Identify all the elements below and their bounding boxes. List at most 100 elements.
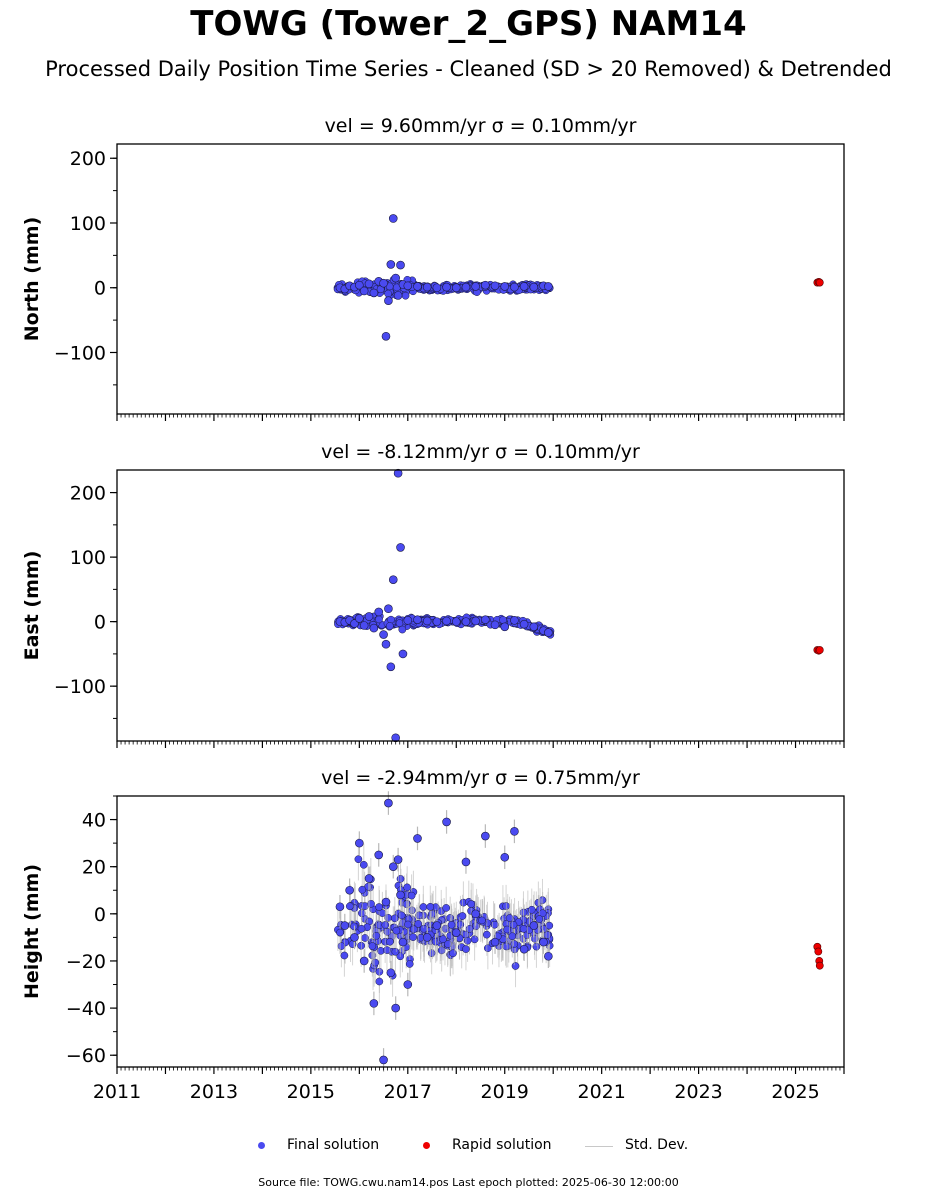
final-solution-point [381, 921, 390, 929]
final-solution-point [381, 332, 391, 341]
north-velocity-title: vel = 9.60mm/yr σ = 0.10mm/yr [325, 115, 637, 137]
y-tick-label: 0 [94, 278, 106, 300]
final-solution-point [500, 282, 510, 291]
height-velocity-title: vel = -2.94mm/yr σ = 0.75mm/yr [321, 767, 640, 789]
north-y-axis-label: North (mm) [21, 217, 43, 342]
final-solution-point [379, 278, 388, 288]
final-solution-point [359, 956, 369, 966]
final-solution-point [519, 944, 529, 954]
y-tick-label: 0 [94, 612, 106, 634]
final-solution-point [478, 916, 486, 925]
final-solution-point [500, 622, 510, 632]
final-solution-point [403, 883, 412, 892]
final-solution-point [458, 912, 467, 920]
final-solution-point [449, 949, 457, 958]
final-solution-point [369, 288, 379, 298]
final-solution-point [359, 286, 369, 296]
final-solution-point [422, 616, 432, 626]
final-solution-point [388, 214, 398, 223]
final-solution-point [500, 852, 510, 862]
legend-rapid-label: Rapid solution [452, 1137, 552, 1153]
final-solution-point [463, 936, 472, 945]
height-y-axis-label: Height (mm) [21, 864, 43, 999]
x-tick-label: 2021 [577, 1081, 625, 1103]
final-solution-point [390, 914, 399, 923]
final-solution-point [403, 281, 413, 291]
final-solution-point [483, 944, 492, 953]
final-solution-point [508, 932, 517, 941]
x-tick-label: 2025 [771, 1081, 819, 1103]
height-panel: vel = -2.94mm/yr σ = 0.75mm/yr Height (mm… [21, 767, 845, 1103]
final-solution-point [396, 260, 405, 270]
rapid-solution-point [814, 947, 823, 956]
final-solution-point [539, 937, 548, 947]
rapid-marker-icon [423, 1142, 430, 1149]
x-tick-label: 2023 [674, 1081, 722, 1103]
final-solution-point [393, 291, 403, 300]
x-tick-label: 2017 [384, 1081, 432, 1103]
final-solution-point [398, 625, 407, 634]
final-solution-point [350, 933, 359, 942]
y-tick-label: 100 [70, 213, 106, 235]
figure-subtitle: Processed Daily Position Time Series - C… [45, 57, 892, 81]
final-solution-point [527, 905, 536, 914]
final-solution-point [432, 921, 442, 930]
y-tick-label: 20 [82, 857, 106, 879]
final-solution-point [447, 921, 456, 929]
final-solution-point [359, 621, 369, 630]
final-solution-point [396, 543, 405, 552]
final-solution-point [519, 619, 529, 629]
final-solution-point [499, 616, 507, 624]
rapid-solution-point [815, 278, 824, 287]
y-tick-label: 0 [94, 904, 106, 926]
x-tick-label: 2019 [481, 1081, 529, 1103]
final-solution-point [388, 575, 398, 584]
east-velocity-title: vel = -8.12mm/yr σ = 0.10mm/yr [321, 441, 640, 463]
final-solution-point [510, 827, 519, 836]
final-solution-point [393, 855, 403, 864]
final-solution-point [364, 279, 374, 289]
final-solution-point [511, 962, 520, 970]
final-solution-point [340, 951, 349, 960]
final-solution-point [422, 933, 432, 942]
final-solution-point [357, 924, 366, 933]
final-solution-point [545, 921, 554, 930]
final-solution-point [432, 617, 442, 626]
final-solution-point [471, 616, 480, 626]
final-solution-point [374, 607, 384, 617]
final-solution-point [395, 619, 404, 627]
final-solution-point [529, 622, 539, 632]
final-solution-point [345, 885, 354, 895]
final-solution-point [505, 914, 514, 922]
rapid-solution-point [815, 646, 824, 654]
final-solution-point [358, 885, 367, 894]
height-point-cloud [334, 838, 554, 1003]
final-solution-point [396, 890, 405, 900]
final-solution-point [381, 639, 391, 649]
final-solution-point [374, 850, 384, 860]
final-solution-point [544, 951, 553, 961]
final-solution-point [403, 616, 413, 625]
final-solution-point [442, 817, 451, 827]
final-solution-point [529, 282, 539, 292]
final-solution-point [426, 902, 435, 911]
final-solution-point [437, 946, 446, 955]
y-tick-label: −40 [66, 998, 106, 1020]
final-solution-point [397, 911, 406, 920]
final-solution-point [403, 980, 413, 989]
final-solution-point [439, 935, 447, 944]
final-solution-point [398, 937, 408, 947]
final-solution-point [471, 282, 480, 291]
final-solution-point [405, 960, 414, 968]
final-solution-point [340, 921, 350, 930]
final-solution-point [398, 649, 408, 659]
final-solution-point [442, 282, 451, 292]
final-solution-point [368, 942, 377, 950]
y-tick-label: 40 [82, 810, 106, 832]
final-solution-point [386, 662, 396, 672]
x-tick-label: 2013 [190, 1081, 238, 1103]
final-solution-point [519, 282, 529, 291]
final-solution-point [510, 616, 519, 625]
final-solution-point [388, 862, 398, 871]
